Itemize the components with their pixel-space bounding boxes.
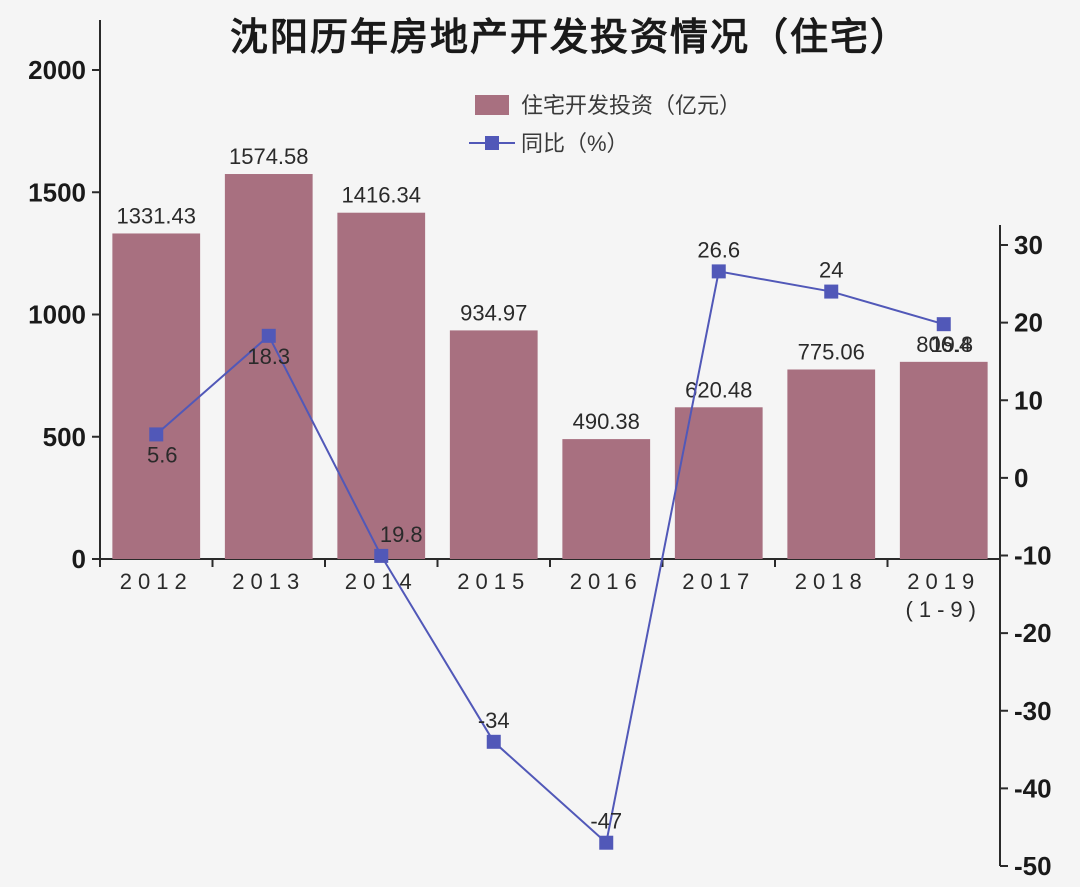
legend-line-marker xyxy=(485,136,499,150)
y-right-tick-label: -10 xyxy=(1014,541,1052,571)
bar-value-label: 490.38 xyxy=(573,409,640,434)
bar-value-label: 934.97 xyxy=(460,300,527,325)
x-tick-label: 2016 xyxy=(570,569,643,594)
line-marker xyxy=(599,836,613,850)
y-left-tick-label: 500 xyxy=(43,422,86,452)
legend-bar-label: 住宅开发投资（亿元） xyxy=(521,93,741,118)
x-tick-label: 2017 xyxy=(682,569,755,594)
x-tick-label: 2015 xyxy=(457,569,530,594)
line-marker xyxy=(374,549,388,563)
bar xyxy=(900,362,988,559)
line-value-label: -47 xyxy=(590,809,622,834)
y-right-tick-label: -20 xyxy=(1014,618,1052,648)
line-marker xyxy=(824,285,838,299)
legend-bar-swatch xyxy=(475,95,509,115)
x-tick-label: 2019 xyxy=(907,569,980,594)
line-value-label: -34 xyxy=(478,708,510,733)
line-value-label: 24 xyxy=(819,258,843,283)
x-tick-label: 2014 xyxy=(345,569,418,594)
line-marker xyxy=(262,329,276,343)
bar-value-label: 1416.34 xyxy=(341,183,421,208)
line-value-label: 19.8 xyxy=(930,332,973,357)
y-left-tick-label: 0 xyxy=(72,544,86,574)
line-value-label: 19.8 xyxy=(380,522,423,547)
line-marker xyxy=(149,427,163,441)
y-right-tick-label: 10 xyxy=(1014,385,1043,415)
bar-value-label: 1331.43 xyxy=(116,203,196,228)
x-tick-label: 2012 xyxy=(120,569,193,594)
y-left-tick-label: 2000 xyxy=(28,55,86,85)
y-right-tick-label: 0 xyxy=(1014,463,1028,493)
x-tick-label: 2013 xyxy=(232,569,305,594)
y-right-tick-label: -50 xyxy=(1014,851,1052,881)
y-left-tick-label: 1000 xyxy=(28,300,86,330)
line-marker xyxy=(937,317,951,331)
bar xyxy=(337,213,425,559)
line-value-label: 18.3 xyxy=(247,344,290,369)
line-value-label: 5.6 xyxy=(147,442,178,467)
y-right-tick-label: -30 xyxy=(1014,696,1052,726)
line-marker xyxy=(487,735,501,749)
x-tick-label: (1-9) xyxy=(906,597,982,622)
y-right-tick-label: 20 xyxy=(1014,308,1043,338)
y-right-tick-label: -40 xyxy=(1014,773,1052,803)
x-tick-label: 2018 xyxy=(795,569,868,594)
chart-title: 沈阳历年房地产开发投资情况（住宅） xyxy=(230,16,910,59)
bar-value-label: 1574.58 xyxy=(229,144,309,169)
bar xyxy=(787,369,875,559)
bar xyxy=(450,330,538,559)
bar xyxy=(112,233,200,559)
y-right-tick-label: 30 xyxy=(1014,230,1043,260)
bar xyxy=(562,439,650,559)
bar-value-label: 775.06 xyxy=(798,339,865,364)
line-value-label: 26.6 xyxy=(697,237,740,262)
combo-chart: 0 500 1000 1500 2000 2012 2013 2014 2015 2016 2017… xyxy=(0,0,1080,887)
legend-line-label: 同比（%） xyxy=(521,131,629,156)
line-marker xyxy=(712,264,726,278)
y-left-tick-label: 1500 xyxy=(28,177,86,207)
